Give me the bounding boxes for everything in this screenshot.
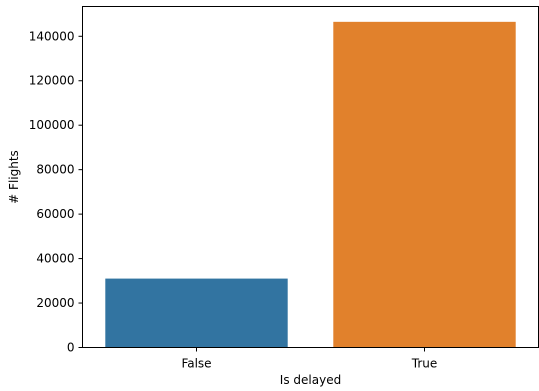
x-tick-label: False <box>181 357 211 371</box>
y-tick-label: 0 <box>67 341 75 355</box>
y-tick-label: 40000 <box>36 252 74 266</box>
y-axis-label: # Flights <box>7 150 21 204</box>
bar-false <box>105 278 288 348</box>
y-tick-label: 20000 <box>36 296 74 310</box>
y-tick-label: 80000 <box>36 163 74 177</box>
bars-group <box>105 21 516 348</box>
x-ticks-group: False True <box>181 347 438 371</box>
y-tick-label: 100000 <box>29 118 75 132</box>
bar-true <box>333 21 516 348</box>
y-ticks-group: 0 20000 40000 60000 80000 100000 120000 140000 <box>29 29 83 355</box>
y-tick-label: 60000 <box>36 207 74 221</box>
y-tick-label: 120000 <box>29 74 75 88</box>
y-tick-label: 140000 <box>29 29 75 43</box>
x-tick-label: True <box>411 357 438 371</box>
x-axis-label: Is delayed <box>280 373 341 387</box>
